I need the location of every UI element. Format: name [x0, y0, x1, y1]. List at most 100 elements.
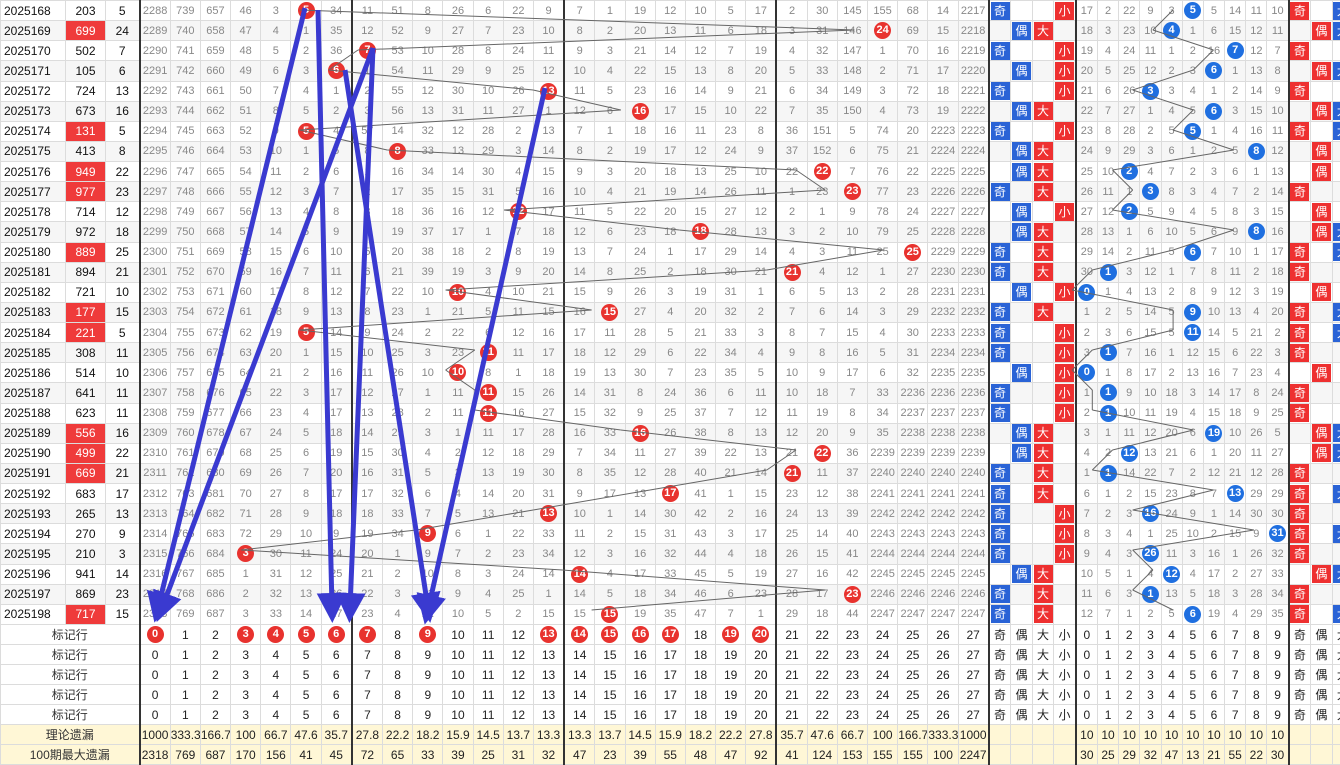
issue-number: 2025179 [0, 221, 66, 243]
sum-value: 15 [105, 301, 140, 324]
miss-cell: 29 [624, 342, 656, 364]
tail-flag-label-cell: 大 [1331, 624, 1340, 645]
tail-cell: 0 [1074, 362, 1098, 384]
tail-ball: 1 [1099, 344, 1117, 362]
tail-flag-label-cell: 奇 [1287, 664, 1312, 685]
small-flag: 小 [1055, 82, 1074, 101]
flag-cell [1010, 402, 1033, 424]
issue-number: 2025184 [0, 321, 66, 344]
miss-cell: 75 [866, 140, 899, 163]
miss-cell: 2238 [957, 422, 990, 444]
miss-cell: 11 [290, 543, 322, 565]
miss-cell: 764 [169, 503, 201, 525]
tail-cell: 13 [1245, 60, 1268, 82]
miss-cell: 8 [260, 100, 292, 122]
tail-flag-cell [1287, 20, 1312, 42]
miss-cell: 12 [684, 40, 717, 62]
miss-cell: 2239 [897, 442, 929, 464]
miss-cell: 2234 [957, 342, 990, 364]
tail-cell: 13 [1139, 281, 1162, 303]
flag-cell [1010, 40, 1033, 62]
mark-cell: 11 [472, 644, 504, 665]
mark-row: 标记行 0 1 2 3 4 5 6 7 8 9 10 11 12 13 14 15 16 17 18 19 20 21 22 2… [0, 704, 1340, 725]
miss-cell: 3 [442, 462, 474, 485]
tail-cell: 3 [1118, 543, 1141, 565]
tail-cell: 4 [1118, 523, 1141, 545]
tail-cell: 3 [1202, 160, 1226, 183]
miss-cell: 6 [320, 60, 353, 82]
row-label: 标记行 [0, 644, 140, 665]
tail-ball: 0 [1078, 364, 1096, 382]
miss-cell: 70 [897, 40, 929, 62]
mark-cell: 26 [927, 644, 959, 665]
miss-cell: 10 [472, 80, 504, 102]
tail-cell: 7 [1096, 603, 1120, 626]
miss-cell: 22 [806, 442, 838, 464]
tail-cell: 15 [1224, 20, 1247, 42]
mark-cell: 2 [199, 624, 232, 645]
miss-cell: 2302 [138, 281, 171, 303]
mark-cell: 25 [897, 664, 929, 685]
miss-cell: 12 [290, 563, 322, 585]
miss-cell: 11 [502, 342, 534, 364]
tail-cell: 10 [1139, 382, 1162, 404]
mark-cell: 45 [320, 744, 353, 765]
draw-number: 721 [65, 281, 106, 303]
miss-cell: 21 [624, 181, 656, 203]
miss-cell: 12 [350, 20, 383, 42]
miss-cell: 2318 [138, 603, 171, 626]
miss-cell: 21 [897, 140, 929, 163]
miss-cell: 11 [260, 160, 292, 183]
mark-cell: 1 [169, 624, 201, 645]
miss-cell: 11 [594, 321, 626, 344]
miss-cell: 26 [715, 181, 747, 203]
tail-cell: 28 [1266, 462, 1290, 485]
tail-flag-cell: 奇 [1287, 40, 1312, 62]
miss-cell: 20 [624, 20, 656, 42]
tail-mark-cell: 3 [1139, 704, 1162, 725]
issue-number: 2025193 [0, 503, 66, 525]
tail-flag-label-cell: 偶 [1310, 644, 1333, 665]
miss-cell: 2229 [957, 241, 990, 263]
mark-cell: 2 [199, 704, 232, 725]
miss-cell: 14 [320, 321, 353, 344]
miss-cell: 2237 [927, 402, 959, 424]
miss-cell: 25 [866, 241, 899, 263]
tail-odd-flag: 奇 [1290, 303, 1310, 322]
tail-cell: 9 [1139, 0, 1162, 22]
miss-cell: 2225 [927, 160, 959, 183]
mark-cell: 25 [897, 684, 929, 705]
tail-cell: 3 [1181, 543, 1204, 565]
miss-cell: 3 [715, 523, 747, 545]
tail-flag-label-cell: 奇 [1287, 644, 1312, 665]
miss-cell: 33 [654, 563, 686, 585]
miss-cell: 8 [412, 0, 444, 22]
draw-number: 673 [65, 100, 106, 122]
flag-label-cell: 小 [1053, 704, 1077, 725]
miss-cell: 11 [745, 181, 777, 203]
miss-cell: 9 [806, 362, 838, 384]
miss-cell: 2297 [138, 181, 171, 203]
miss-cell: 11 [806, 462, 838, 485]
miss-cell: 20 [897, 120, 929, 142]
miss-cell: 2242 [866, 503, 899, 525]
mark-cell: 9 [412, 684, 444, 705]
miss-cell: 37 [412, 221, 444, 243]
miss-cell: 759 [169, 402, 201, 424]
miss-cell: 6 [412, 482, 444, 505]
tail-ball: 6 [1205, 102, 1223, 120]
tail-cell: 6 [1202, 221, 1226, 243]
miss-cell: 673 [199, 321, 232, 344]
tail-cell: 11 [1224, 261, 1247, 283]
tail-cell: 29 [1245, 482, 1268, 505]
mark-cell: 166.7 [199, 724, 232, 745]
tail-flag-cell [1310, 0, 1333, 22]
tail-mark-cell: 29 [1118, 744, 1141, 765]
miss-cell: 3 [381, 583, 414, 605]
miss-cell: 676 [199, 382, 232, 404]
tail-cell: 14 [1224, 503, 1247, 525]
miss-cell: 15 [563, 603, 596, 626]
tail-cell: 15 [1139, 321, 1162, 344]
miss-cell: 20 [320, 462, 353, 485]
miss-cell: 2231 [927, 281, 959, 303]
